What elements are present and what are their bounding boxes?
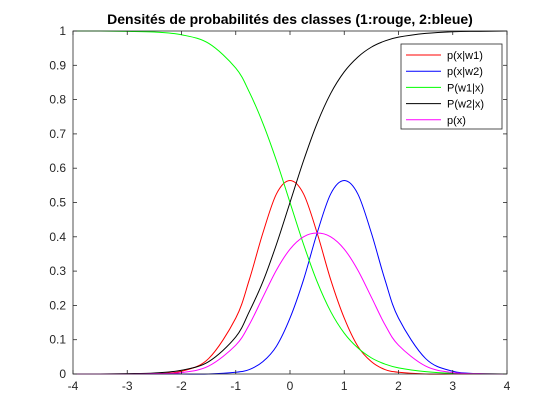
y-tick-label: 0.9 (49, 58, 66, 72)
y-tick-label: 0.7 (49, 127, 66, 141)
x-tick-label: -2 (176, 379, 187, 393)
series-line-4 (72, 30, 508, 375)
tick-layer: -4 -3 -2 -1 0 1 2 3 4 0 0.1 0.2 0.3 0.4 0.5 0.6 0.7 0.8 0.… (49, 24, 510, 393)
chart-title: Densités de probabilités des classes (1:… (107, 11, 473, 27)
y-tick-label: 0.1 (49, 333, 66, 347)
x-tick-label: -1 (230, 379, 241, 393)
legend-label: p(x) (447, 115, 466, 127)
y-tick-label: 0.6 (49, 161, 66, 175)
x-tick-label: 1 (341, 379, 348, 393)
x-tick-label: 3 (449, 379, 456, 393)
y-tick-label: 0.5 (49, 196, 66, 210)
series-line-1 (72, 180, 508, 375)
legend-box (400, 43, 503, 130)
legend-label: p(x|w1) (447, 50, 483, 62)
y-tick-label: 0 (59, 367, 66, 381)
x-tick-label: -4 (68, 379, 79, 393)
y-tick-label: 1 (59, 24, 66, 38)
x-tick-label: 4 (504, 379, 511, 393)
legend-label: p(x|w2) (447, 66, 483, 78)
series-line-5 (72, 232, 508, 375)
legend-label: P(w1|x) (447, 82, 484, 94)
legend: p(x|w1) p(x|w2) P(w1|x) P(w2|x) p(x) (400, 43, 503, 130)
x-tick-label: 2 (395, 379, 402, 393)
y-tick-label: 0.8 (49, 93, 66, 107)
y-tick-label: 0.3 (49, 264, 66, 278)
series-line-3 (72, 30, 508, 375)
legend-label: P(w2|x) (447, 99, 484, 111)
y-tick-label: 0.2 (49, 298, 66, 312)
y-tick-label: 0.4 (49, 230, 66, 244)
x-tick-label: 0 (287, 379, 294, 393)
x-tick-label: -3 (122, 379, 133, 393)
